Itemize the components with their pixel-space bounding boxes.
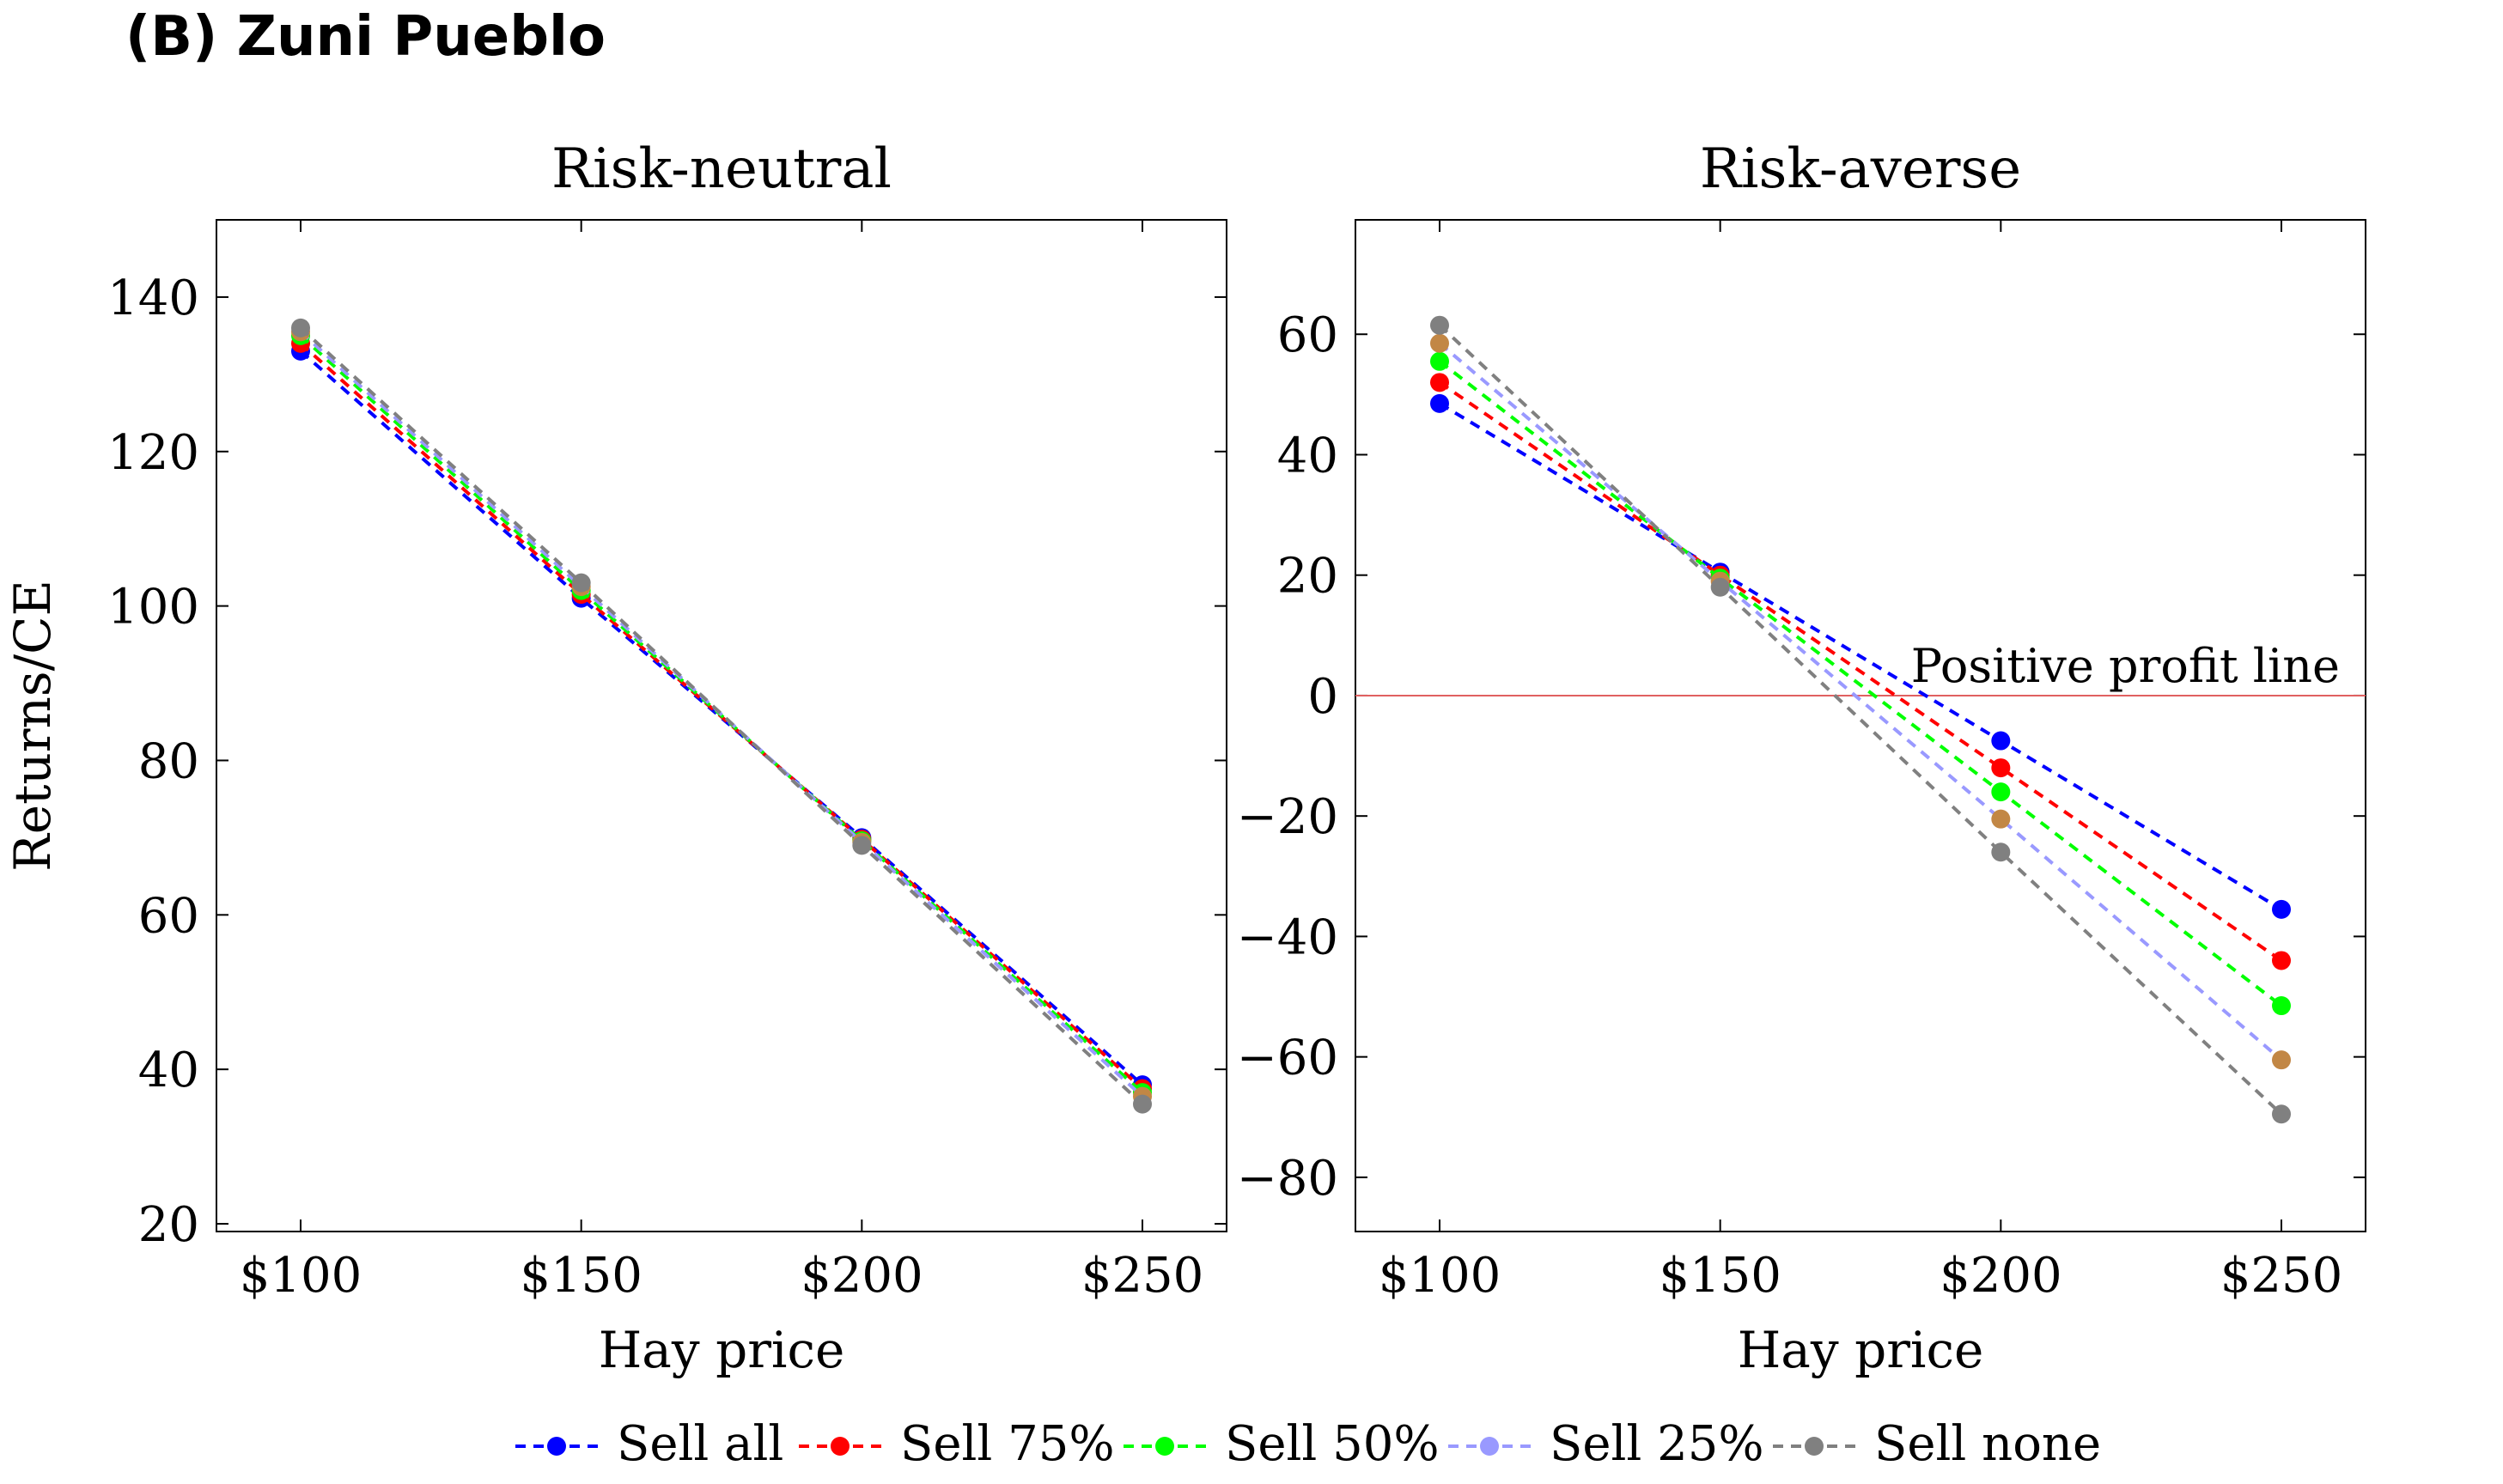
figure-title: (B) Zuni Pueblo [125, 5, 606, 69]
x-tick-label: $200 [801, 1248, 923, 1304]
series-line-sell-all [299, 350, 1144, 1086]
data-point-sell-50 [2272, 996, 2291, 1016]
legend-marker-sell-all [547, 1437, 566, 1456]
y-tick-label: −60 [1237, 1031, 1338, 1086]
series-line-sell-50 [299, 334, 1144, 1094]
data-point-sell-all [2272, 899, 2291, 919]
data-point-sell-none [2272, 1104, 2291, 1124]
risk-neutral-panel: Risk-neutral $100 $150 $200 $250 Hay price 20 4… [3, 137, 1227, 1379]
series-line-sell-25 [299, 330, 1144, 1098]
y-tick-label: 20 [138, 1197, 199, 1253]
x-tick-label: $250 [1081, 1248, 1204, 1304]
data-point-sell-none [1991, 842, 2011, 862]
series-line-sell-50 [1438, 360, 2283, 1007]
y-tick-label: 80 [138, 733, 199, 789]
y-tick-label: −80 [1237, 1151, 1338, 1207]
legend-label-sell-none: Sell none [1874, 1416, 2101, 1472]
data-point-sell-none [1133, 1094, 1152, 1114]
x-axis-label: Hay price [1738, 1321, 1984, 1379]
y-tick-label: 40 [1277, 428, 1338, 484]
panel-title: Risk-averse [1700, 137, 2021, 201]
legend: Sell all Sell 75% Sell 50% Sell 25% Sell non… [515, 1416, 2101, 1472]
data-point-sell-50 [1991, 782, 2011, 802]
legend-label-sell-50: Sell 50% [1225, 1416, 1440, 1472]
legend-marker-sell-75 [831, 1437, 850, 1456]
series-line-sell-none [1438, 324, 2283, 1116]
positive-profit-line-label: Positive profit line [1911, 639, 2340, 693]
series-line-sell-none [299, 326, 1144, 1106]
series-line-sell-all [1438, 402, 2283, 911]
y-tick-label: −40 [1237, 909, 1338, 965]
data-point-sell-25 [1991, 809, 2011, 829]
x-tick-label: $150 [1659, 1248, 1781, 1304]
y-tick-label: 120 [107, 425, 199, 481]
y-tick-label: 100 [107, 580, 199, 636]
x-tick-label: $200 [1940, 1248, 2062, 1304]
data-point-sell-75 [1991, 758, 2011, 778]
x-axis-label: Hay price [599, 1321, 845, 1379]
series-line-sell-75 [1438, 380, 2283, 963]
y-tick-label: 60 [1277, 307, 1338, 363]
data-point-sell-all [1991, 731, 2011, 751]
data-point-sell-none [291, 318, 310, 338]
legend-marker-sell-50 [1155, 1437, 1174, 1456]
legend-label-sell-75: Sell 75% [900, 1416, 1115, 1472]
x-tick-label: $100 [240, 1248, 362, 1304]
data-point-sell-none [571, 573, 591, 593]
data-point-sell-none [1430, 315, 1449, 335]
data-point-sell-25 [2272, 1050, 2291, 1070]
data-point-sell-75 [2272, 951, 2291, 970]
risk-averse-panel: Risk-averse $100 $150 $200 $250 Hay price −80 −… [1237, 137, 2366, 1379]
x-tick-label: $100 [1379, 1248, 1501, 1304]
y-tick-label: 0 [1307, 669, 1338, 725]
data-point-sell-none [1710, 577, 1730, 597]
data-point-sell-none [852, 836, 872, 855]
y-tick-label: 140 [107, 271, 199, 326]
y-axis-label: Returns/CE [3, 580, 62, 872]
data-point-sell-25 [1430, 333, 1449, 353]
panel-title: Risk-neutral [551, 137, 892, 201]
y-tick-label: 60 [138, 888, 199, 944]
legend-marker-sell-25 [1480, 1437, 1499, 1456]
legend-marker-sell-none [1805, 1437, 1824, 1456]
x-tick-label: $250 [2220, 1248, 2343, 1304]
y-tick-label: 40 [138, 1043, 199, 1098]
y-tick-label: 20 [1277, 549, 1338, 605]
series-line-sell-25 [1438, 342, 2283, 1061]
legend-label-sell-all: Sell all [617, 1416, 783, 1472]
data-point-sell-all [1430, 393, 1449, 413]
plot-frame [1355, 219, 2366, 1232]
plot-frame [216, 219, 1227, 1232]
data-point-sell-50 [1430, 351, 1449, 371]
legend-label-sell-25: Sell 25% [1550, 1416, 1764, 1472]
x-tick-label: $150 [520, 1248, 642, 1304]
data-point-sell-75 [1430, 373, 1449, 392]
y-tick-label: −20 [1237, 789, 1338, 845]
